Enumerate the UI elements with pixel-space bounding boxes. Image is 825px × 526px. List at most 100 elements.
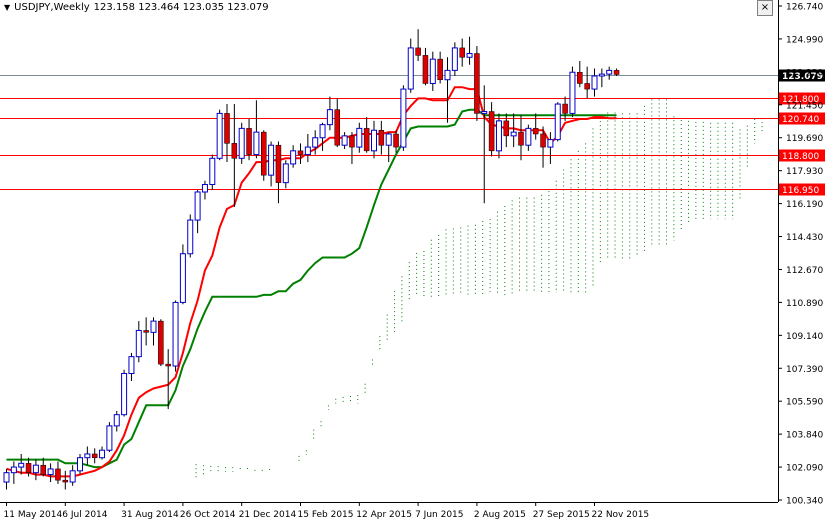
candle[interactable] (495, 113, 502, 159)
candle[interactable] (84, 446, 91, 466)
candle[interactable] (216, 109, 223, 161)
candle[interactable] (510, 113, 517, 148)
candle[interactable] (613, 68, 620, 76)
candle[interactable] (150, 317, 157, 346)
candle[interactable] (584, 66, 590, 99)
candle-body (143, 330, 149, 333)
candle[interactable] (312, 130, 319, 155)
candle[interactable] (179, 244, 186, 305)
candle[interactable] (569, 66, 576, 118)
candle-body (518, 131, 524, 146)
candle[interactable] (525, 124, 532, 151)
candle[interactable] (290, 145, 297, 168)
candle[interactable] (246, 119, 252, 161)
candle[interactable] (231, 104, 238, 207)
candle[interactable] (349, 132, 355, 164)
candle[interactable] (165, 349, 171, 410)
candle[interactable] (224, 104, 230, 163)
candle[interactable] (562, 96, 568, 121)
candle[interactable] (297, 143, 304, 164)
candle[interactable] (209, 154, 216, 191)
candle[interactable] (451, 42, 458, 76)
candle[interactable] (143, 317, 149, 346)
candle[interactable] (437, 51, 443, 84)
candle[interactable] (606, 66, 613, 80)
candle[interactable] (10, 461, 17, 484)
candle[interactable] (341, 132, 348, 149)
candle[interactable] (547, 132, 554, 164)
candle[interactable] (77, 453, 83, 475)
candle[interactable] (62, 470, 69, 490)
candle[interactable] (466, 36, 473, 65)
candle[interactable] (444, 57, 451, 123)
candle[interactable] (326, 96, 333, 131)
candle-body (158, 320, 164, 365)
candle[interactable] (385, 132, 392, 163)
candle[interactable] (172, 300, 179, 372)
candle[interactable] (113, 410, 120, 432)
candle-body (459, 47, 465, 58)
date-tick-label: 12 Apr 2015 (356, 510, 412, 520)
candle[interactable] (591, 68, 598, 97)
candle[interactable] (540, 126, 546, 168)
candle[interactable] (40, 457, 46, 477)
candle[interactable] (47, 463, 54, 483)
candle[interactable] (474, 46, 480, 121)
candle[interactable] (356, 122, 363, 153)
candle[interactable] (32, 459, 39, 481)
close-button[interactable]: × (757, 0, 773, 16)
candle-body (606, 69, 613, 75)
candle[interactable] (577, 61, 583, 88)
candle-body (69, 470, 76, 483)
candle[interactable] (128, 352, 135, 381)
candle[interactable] (488, 102, 495, 157)
candle[interactable] (371, 120, 377, 159)
candle[interactable] (135, 321, 142, 363)
candle[interactable] (91, 448, 98, 464)
candle[interactable] (503, 113, 510, 148)
candle[interactable] (253, 100, 260, 159)
dropdown-arrow-icon[interactable]: ▼ (4, 3, 11, 12)
candle[interactable] (3, 468, 10, 490)
candle[interactable] (69, 465, 76, 486)
candle-body (32, 464, 39, 474)
candle[interactable] (106, 422, 113, 453)
candle[interactable] (319, 122, 326, 151)
candle[interactable] (400, 85, 407, 151)
candle[interactable] (459, 38, 465, 67)
candle[interactable] (194, 190, 201, 234)
candle[interactable] (55, 461, 61, 484)
candle-body (238, 127, 245, 159)
candle-body (393, 133, 399, 148)
candle[interactable] (282, 160, 289, 189)
candle[interactable] (25, 457, 32, 477)
candle[interactable] (334, 98, 340, 148)
candle[interactable] (268, 141, 275, 187)
candle[interactable] (422, 47, 429, 86)
candle[interactable] (532, 113, 539, 140)
candle[interactable] (99, 446, 106, 460)
candle[interactable] (407, 38, 414, 93)
candle[interactable] (121, 369, 128, 417)
level-label-3: 116.950 (782, 186, 819, 196)
candle[interactable] (598, 68, 605, 88)
candle[interactable] (481, 85, 488, 204)
candle[interactable] (415, 29, 421, 62)
candle[interactable] (518, 115, 524, 161)
candle[interactable] (304, 133, 311, 163)
candle[interactable] (261, 130, 267, 181)
candle[interactable] (201, 180, 208, 200)
candle[interactable] (187, 214, 194, 258)
candle[interactable] (393, 130, 399, 153)
candle[interactable] (429, 51, 436, 91)
candle[interactable] (238, 122, 245, 164)
candle[interactable] (158, 319, 164, 367)
candle-body (3, 472, 10, 483)
candle[interactable] (378, 120, 385, 155)
candle[interactable] (363, 117, 370, 153)
candle[interactable] (554, 102, 561, 142)
candle[interactable] (18, 453, 25, 475)
candle[interactable] (275, 141, 282, 204)
